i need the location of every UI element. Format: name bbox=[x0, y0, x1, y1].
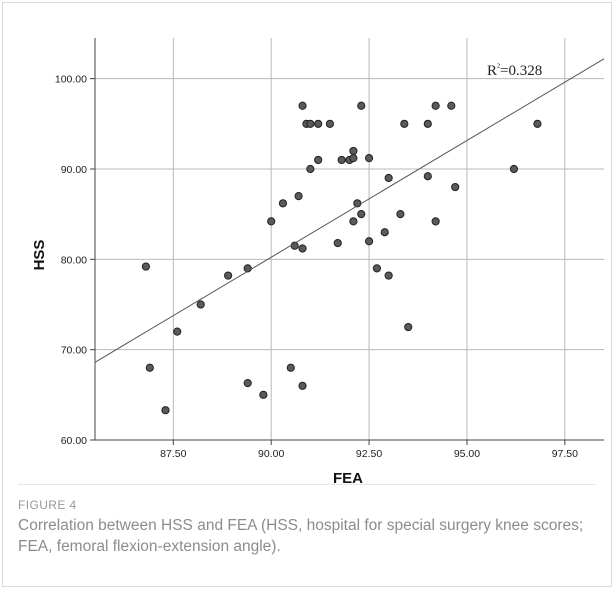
data-point bbox=[400, 119, 409, 128]
data-point bbox=[431, 217, 440, 226]
y-tick-label: 90.00 bbox=[61, 164, 87, 176]
data-point bbox=[278, 199, 288, 208]
figure-caption: Correlation between HSS and FEA (HSS, ho… bbox=[18, 517, 584, 555]
grid-layer bbox=[95, 38, 604, 440]
ticks-layer: 87.50 90.00 92.50 95.00 97.50 60.00 70.00 80.00… bbox=[55, 74, 578, 460]
y-tick-label: 60.00 bbox=[61, 435, 87, 447]
x-tick-label: 97.50 bbox=[552, 448, 578, 460]
data-point bbox=[145, 363, 154, 372]
data-point bbox=[372, 264, 382, 273]
fit-layer bbox=[94, 58, 605, 363]
data-point bbox=[298, 244, 307, 253]
data-point bbox=[423, 119, 432, 128]
data-point bbox=[267, 217, 276, 226]
data-point bbox=[431, 101, 440, 110]
x-tick-label: 90.00 bbox=[258, 448, 284, 460]
data-point bbox=[224, 271, 233, 280]
data-point bbox=[298, 381, 307, 390]
data-point bbox=[314, 155, 323, 165]
scatter-chart: 87.50 90.00 92.50 95.00 97.50 60.00 70.00 80.00… bbox=[31, 38, 605, 487]
figure-frame bbox=[2, 2, 612, 587]
data-point bbox=[357, 210, 366, 219]
data-point bbox=[423, 172, 432, 181]
data-point bbox=[509, 164, 519, 174]
data-point bbox=[298, 101, 307, 110]
y-axis-label: HSS bbox=[31, 240, 48, 271]
data-point bbox=[533, 119, 542, 128]
data-point bbox=[337, 155, 346, 165]
y-tick-label: 70.00 bbox=[61, 345, 87, 357]
data-point bbox=[364, 237, 374, 246]
data-point bbox=[404, 322, 413, 332]
data-point bbox=[384, 271, 393, 280]
axes-layer bbox=[94, 38, 604, 441]
data-point bbox=[314, 119, 323, 128]
data-point bbox=[306, 164, 315, 174]
data-point bbox=[396, 210, 405, 219]
data-point bbox=[243, 378, 252, 388]
data-point bbox=[349, 154, 358, 163]
data-point bbox=[364, 154, 374, 163]
regression-line bbox=[94, 58, 605, 363]
data-point bbox=[357, 101, 366, 110]
data-point bbox=[380, 228, 389, 237]
data-point bbox=[196, 300, 205, 309]
data-point bbox=[333, 238, 342, 248]
x-tick-label: 87.50 bbox=[160, 448, 186, 460]
data-point bbox=[349, 217, 358, 226]
figure-label: FIGURE 4 bbox=[18, 498, 77, 512]
data-point bbox=[306, 119, 315, 128]
x-tick-label: 92.50 bbox=[356, 448, 382, 460]
data-point bbox=[173, 327, 182, 336]
r-squared-annotation: R²=0.328 bbox=[487, 62, 542, 80]
x-axis-label: FEA bbox=[333, 470, 363, 487]
data-point bbox=[447, 101, 456, 110]
data-point bbox=[349, 146, 358, 156]
y-tick-label: 100.00 bbox=[55, 74, 87, 86]
caption-divider bbox=[18, 484, 596, 485]
y-tick-label: 80.00 bbox=[61, 254, 87, 266]
data-point bbox=[294, 191, 303, 201]
data-point bbox=[161, 406, 170, 415]
data-point bbox=[286, 363, 295, 372]
data-point bbox=[451, 182, 460, 192]
points-layer bbox=[141, 101, 542, 415]
data-point bbox=[259, 390, 268, 399]
data-point bbox=[325, 119, 335, 128]
data-point bbox=[141, 262, 150, 271]
data-point bbox=[384, 173, 393, 183]
x-tick-label: 95.00 bbox=[454, 448, 480, 460]
